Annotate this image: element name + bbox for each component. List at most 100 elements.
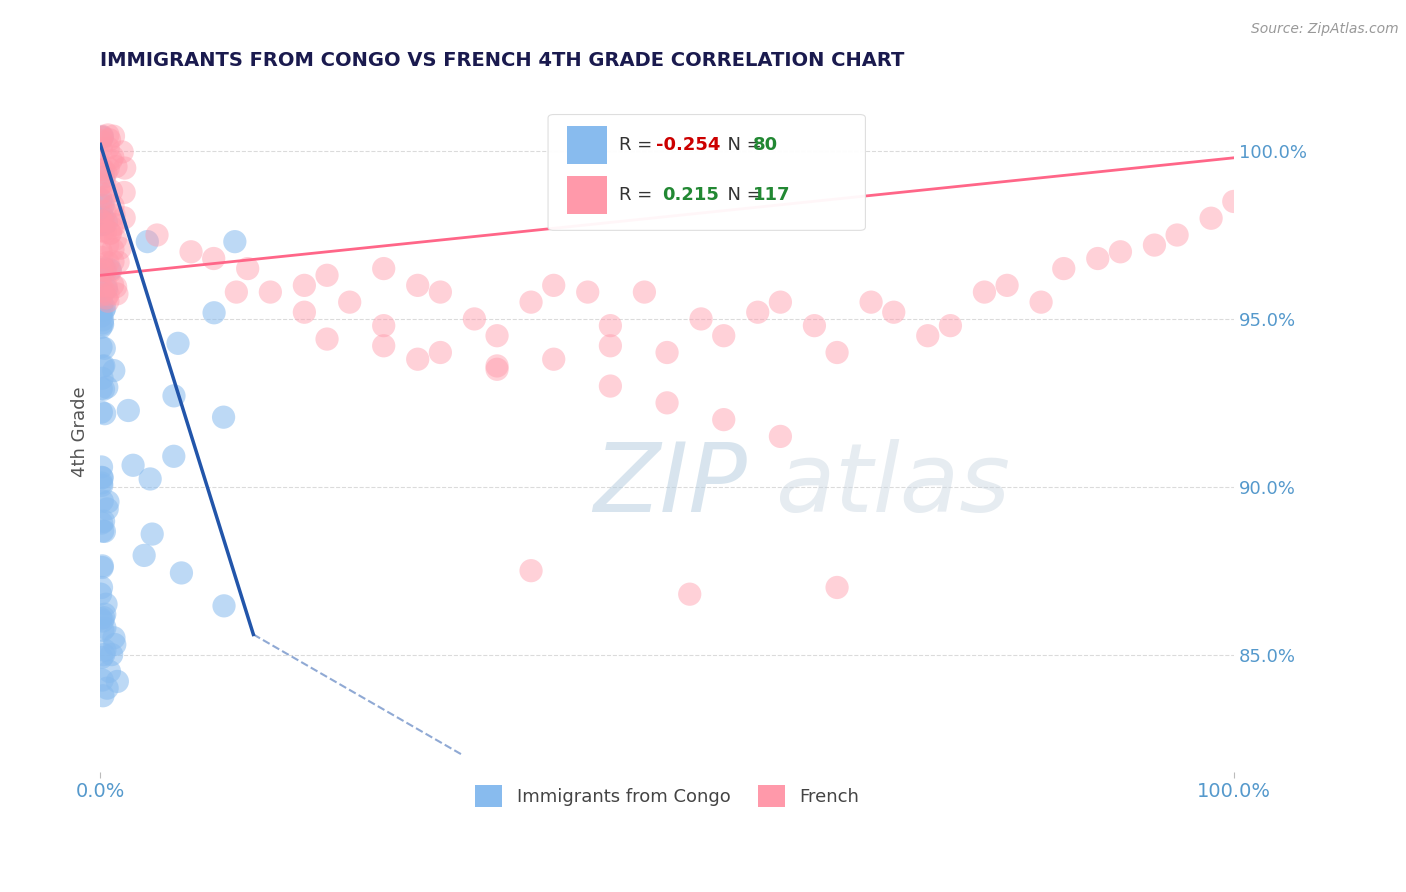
Point [101, 199, 124, 213]
Point [134, 549, 156, 563]
Point [1223, 194, 1246, 209]
Point [90, 320, 112, 334]
Point [97, 128, 120, 142]
Point [91, 217, 114, 231]
Point [91, 285, 114, 300]
Text: R =: R = [620, 186, 664, 204]
Point [1143, 238, 1166, 252]
Point [90, 279, 112, 293]
Point [180, 244, 202, 259]
Point [1053, 261, 1076, 276]
Point [122, 458, 145, 473]
Point [96, 215, 118, 229]
Point [90, 382, 112, 396]
Point [747, 305, 769, 319]
Point [520, 564, 543, 578]
Point [212, 599, 235, 613]
Point [91, 316, 114, 330]
Point [91, 318, 114, 332]
Point [1109, 244, 1132, 259]
Point [100, 184, 122, 198]
Point [91, 558, 114, 573]
Point [96, 380, 118, 394]
Point [104, 638, 127, 652]
Point [94, 264, 117, 278]
Point [93, 169, 115, 184]
Point [108, 241, 131, 255]
Point [114, 161, 136, 175]
Point [103, 129, 125, 144]
Point [101, 150, 124, 164]
Point [202, 252, 225, 266]
Point [91, 129, 114, 144]
Point [973, 285, 995, 299]
Point [91, 673, 114, 687]
Point [112, 186, 135, 200]
Point [91, 211, 114, 225]
Point [91, 560, 114, 574]
Point [339, 295, 361, 310]
Point [90, 470, 112, 484]
Point [599, 318, 621, 333]
FancyBboxPatch shape [548, 114, 866, 230]
Point [599, 339, 621, 353]
Point [97, 294, 120, 309]
Point [93, 284, 115, 298]
Point [101, 277, 124, 292]
Point [97, 237, 120, 252]
Point [259, 285, 281, 299]
Point [90, 288, 112, 302]
Point [93, 175, 115, 189]
Point [90, 178, 112, 192]
Point [655, 396, 678, 410]
Text: N =: N = [716, 136, 768, 154]
Point [212, 410, 235, 425]
Point [90, 244, 112, 259]
Point [90, 204, 112, 219]
Point [103, 631, 125, 645]
Point [90, 460, 112, 475]
Point [90, 141, 112, 155]
Point [112, 211, 135, 225]
Point [91, 624, 114, 638]
Point [91, 524, 114, 538]
Point [90, 340, 112, 354]
Point [939, 318, 962, 333]
Point [429, 285, 451, 299]
Point [486, 328, 509, 343]
Point [90, 218, 112, 232]
Point [93, 162, 115, 177]
Point [170, 566, 193, 580]
Point [97, 287, 120, 301]
Point [769, 295, 792, 310]
Point [543, 352, 565, 367]
Point [89, 134, 111, 148]
Point [316, 332, 339, 346]
Point [93, 407, 115, 421]
Point [104, 280, 127, 294]
Point [90, 130, 112, 145]
Point [373, 339, 395, 353]
Point [373, 261, 395, 276]
Point [93, 610, 115, 624]
Text: N =: N = [716, 186, 768, 204]
Point [90, 251, 112, 265]
Point [90, 612, 112, 626]
FancyBboxPatch shape [568, 177, 607, 214]
Point [860, 295, 883, 310]
Point [292, 278, 315, 293]
Legend: Immigrants from Congo, French: Immigrants from Congo, French [468, 778, 866, 814]
Point [91, 198, 114, 212]
Text: atlas: atlas [775, 440, 1010, 533]
Point [97, 141, 120, 155]
Point [105, 286, 128, 301]
Point [94, 621, 117, 635]
Point [91, 359, 114, 374]
Point [94, 643, 117, 657]
Point [825, 581, 848, 595]
Point [94, 278, 117, 293]
Point [94, 597, 117, 611]
Point [825, 345, 848, 359]
Point [101, 243, 124, 257]
Point [90, 478, 112, 492]
